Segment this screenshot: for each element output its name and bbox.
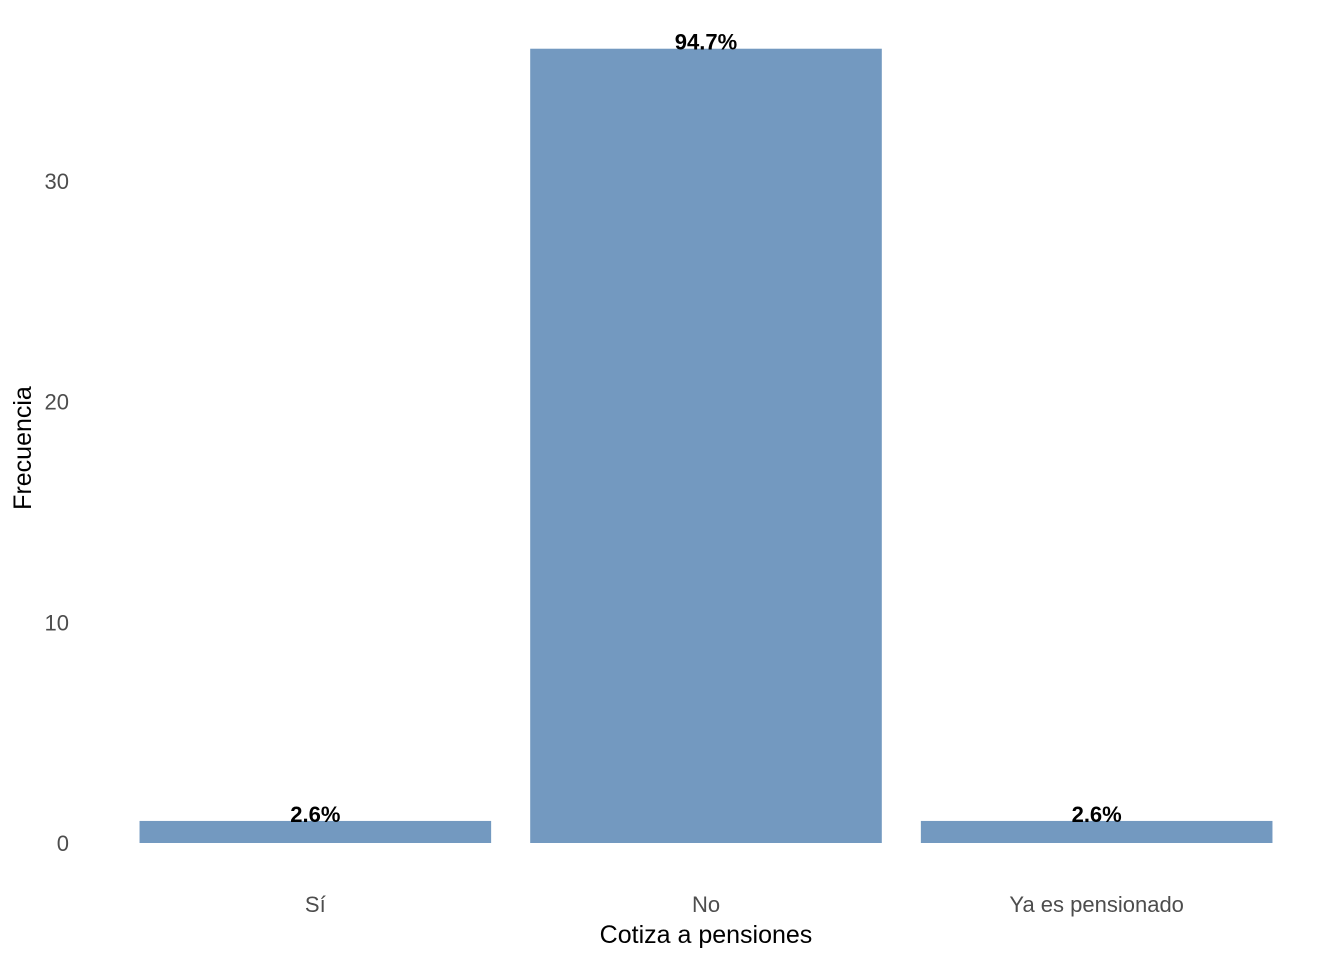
- data-label: 2.6%: [290, 802, 340, 827]
- x-tick-label: Sí: [305, 892, 326, 917]
- y-axis-ticks: 0 10 20 30: [45, 169, 69, 856]
- bars: [139, 48, 1273, 843]
- x-axis-ticks: Sí No Ya es pensionado: [305, 892, 1184, 917]
- bar: [139, 820, 492, 843]
- x-axis-title: Cotiza a pensiones: [600, 921, 813, 949]
- x-tick-label: Ya es pensionado: [1009, 892, 1184, 917]
- bar: [920, 820, 1273, 843]
- y-tick-label: 0: [57, 831, 69, 856]
- y-tick-label: 20: [45, 390, 69, 415]
- data-label: 2.6%: [1072, 802, 1122, 827]
- x-tick-label: No: [692, 892, 720, 917]
- data-labels: 2.6% 94.7% 2.6%: [290, 30, 1121, 827]
- data-label: 94.7%: [675, 30, 737, 55]
- y-tick-label: 10: [45, 610, 69, 635]
- y-axis-title: Frecuencia: [9, 386, 37, 510]
- y-tick-label: 30: [45, 169, 69, 194]
- bar: [530, 48, 882, 843]
